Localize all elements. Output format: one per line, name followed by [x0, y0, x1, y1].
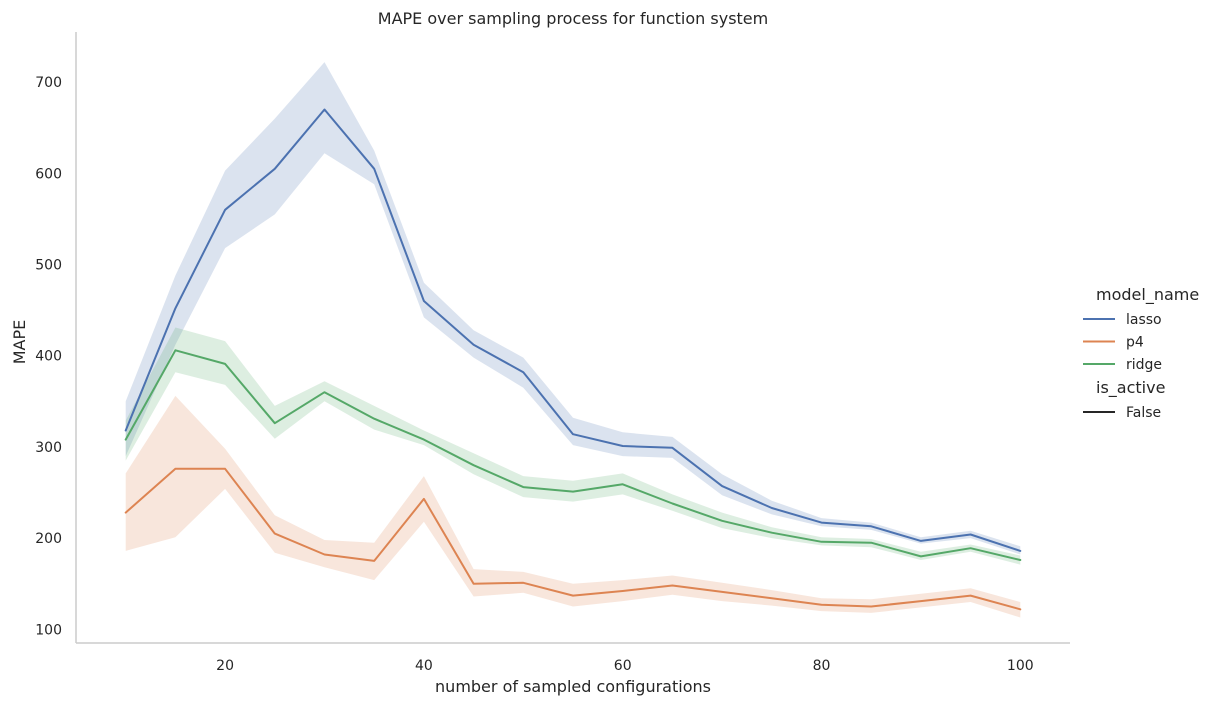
y-tick-700: 700: [35, 75, 62, 91]
y-tick-labels: 100 200 300 400 500 600 700: [35, 75, 62, 638]
line-ridge: [124, 349, 1022, 561]
legend-item-ridge: ridge: [1083, 357, 1162, 373]
legend-label-p4: p4: [1126, 335, 1144, 351]
chart-title: MAPE over sampling process for function …: [378, 9, 768, 28]
x-tick-80: 80: [813, 658, 831, 674]
band-p4: [125, 395, 1021, 618]
x-tick-labels: 20 40 60 80 100: [216, 658, 1033, 674]
x-axis-title: number of sampled configurations: [435, 677, 711, 696]
legend-label-ridge: ridge: [1126, 357, 1162, 373]
y-tick-400: 400: [35, 349, 62, 365]
x-tick-100: 100: [1007, 658, 1034, 674]
line-p4: [124, 467, 1022, 611]
x-tick-20: 20: [216, 658, 234, 674]
legend-label-false: False: [1126, 405, 1161, 421]
y-tick-100: 100: [35, 622, 62, 638]
y-tick-300: 300: [35, 440, 62, 456]
band-lasso: [125, 62, 1021, 555]
x-tick-60: 60: [614, 658, 632, 674]
legend: model_name lasso p4 ridge is_active False: [1083, 285, 1199, 421]
legend-hue-entries: lasso p4 ridge: [1083, 312, 1162, 373]
legend-item-lasso: lasso: [1083, 312, 1162, 328]
series-lines: [124, 108, 1022, 611]
confidence-bands: [125, 62, 1021, 618]
y-tick-200: 200: [35, 531, 62, 547]
legend-item-false: False: [1083, 405, 1161, 421]
y-axis-title: MAPE: [10, 320, 29, 365]
legend-style-title: is_active: [1096, 378, 1165, 398]
y-tick-600: 600: [35, 166, 62, 182]
line-lasso: [124, 108, 1022, 552]
y-tick-500: 500: [35, 258, 62, 274]
legend-hue-title: model_name: [1096, 285, 1199, 305]
legend-label-lasso: lasso: [1126, 312, 1162, 328]
legend-item-p4: p4: [1083, 335, 1144, 351]
band-ridge: [125, 327, 1021, 565]
x-tick-40: 40: [415, 658, 433, 674]
